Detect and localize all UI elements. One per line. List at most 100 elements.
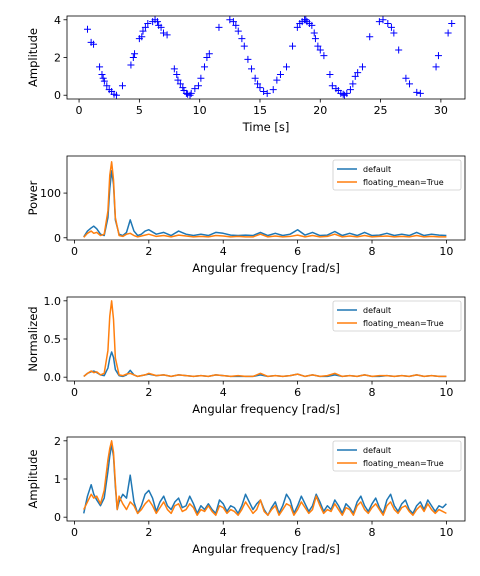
x-tick-label: 10 [439, 386, 453, 399]
data-point [349, 80, 357, 88]
data-point [343, 89, 351, 97]
x-tick-label: 8 [369, 245, 376, 258]
x-tick-label: 10 [193, 104, 207, 117]
data-point [194, 82, 202, 90]
data-point [170, 65, 178, 73]
x-tick-label: 0 [71, 245, 78, 258]
data-point [256, 84, 264, 92]
y-axis-label: Amplitude [26, 450, 40, 509]
data-point [138, 33, 146, 41]
legend-frame [332, 440, 462, 472]
data-point [384, 20, 392, 28]
data-point [131, 50, 139, 58]
data-point [187, 89, 195, 97]
data-point [311, 35, 319, 43]
x-tick-label: 4 [220, 526, 227, 539]
data-point [395, 46, 403, 54]
x-tick-label: 5 [136, 104, 143, 117]
y-tick-label: 0.5 [44, 333, 62, 346]
data-point [232, 21, 240, 29]
data-point [103, 82, 111, 90]
data-point [310, 29, 318, 37]
legend-entry: default [363, 306, 391, 315]
axes-frame [66, 155, 466, 241]
data-point [229, 18, 237, 26]
axes-frame [66, 296, 466, 382]
data-point [100, 77, 108, 85]
data-point [200, 63, 208, 71]
data-point [387, 23, 395, 31]
data-point [157, 23, 165, 31]
data-point [444, 29, 452, 37]
data-point [346, 86, 354, 94]
data-point [141, 23, 149, 31]
x-axis-label: Time [s] [242, 120, 290, 134]
data-point [234, 27, 242, 35]
data-point [254, 80, 262, 88]
legend-entry: floating_mean=True [363, 459, 444, 468]
data-point [118, 82, 126, 90]
data-point [413, 88, 421, 96]
x-tick-label: 0 [71, 386, 78, 399]
data-point [163, 31, 171, 39]
x-tick-label: 0 [71, 526, 78, 539]
data-point [90, 40, 98, 48]
data-point [276, 70, 284, 78]
data-point [406, 80, 414, 88]
data-point [390, 29, 398, 37]
legend-entry: default [363, 165, 391, 174]
data-point [173, 70, 181, 78]
data-point [191, 85, 199, 93]
x-tick-label: 30 [434, 104, 448, 117]
data-point [176, 80, 184, 88]
data-point [260, 87, 268, 95]
data-point [205, 50, 213, 58]
legend-frame [332, 300, 462, 332]
data-point [269, 86, 277, 94]
data-point [328, 82, 336, 90]
data-point [358, 63, 366, 71]
data-point [129, 54, 137, 61]
data-point [302, 16, 310, 24]
y-tick-label: 2 [54, 435, 61, 448]
x-tick-label: 15 [253, 104, 267, 117]
y-tick-label: 100 [40, 187, 61, 200]
data-point [98, 70, 106, 78]
series-line-floating-mean [83, 440, 447, 517]
x-tick-label: 0 [76, 104, 83, 117]
data-point [314, 42, 322, 50]
y-axis-label: Amplitude [26, 28, 40, 87]
y-tick-label: 1.0 [44, 295, 62, 308]
data-point [283, 63, 291, 71]
y-tick-label: 0 [54, 89, 61, 102]
y-axis-label: Normalized [26, 306, 40, 371]
data-point [84, 25, 92, 33]
y-tick-label: 2 [54, 52, 61, 65]
data-point [174, 76, 182, 84]
series-line-default [83, 443, 447, 517]
data-point [402, 74, 410, 82]
x-tick-label: 10 [439, 245, 453, 258]
x-tick-label: 10 [439, 526, 453, 539]
data-point [326, 70, 334, 78]
data-point [379, 16, 387, 24]
x-tick-label: 6 [294, 526, 301, 539]
y-tick-label: 0.0 [44, 371, 62, 384]
data-point [375, 18, 383, 26]
data-point [127, 61, 135, 69]
data-point [248, 65, 256, 73]
data-point [308, 21, 316, 29]
data-point [320, 52, 328, 60]
x-tick-label: 8 [369, 526, 376, 539]
x-axis-label: Angular frequency [rad/s] [192, 402, 340, 416]
subplot-4: 0 2 4 6 8 10 0 1 2 Angular frequency [rad/s] Ampli… [26, 435, 466, 556]
data-point [226, 16, 234, 24]
legend: default floating_mean=True [332, 300, 462, 332]
x-axis-label: Angular frequency [rad/s] [192, 542, 340, 556]
data-point [366, 33, 374, 41]
series-line-floating-mean [83, 161, 447, 238]
subplot-1: 0 5 10 15 20 25 30 0 2 4 Time [s] Amplitude [26, 14, 466, 134]
x-tick-label: 2 [145, 526, 152, 539]
data-point [293, 23, 301, 31]
